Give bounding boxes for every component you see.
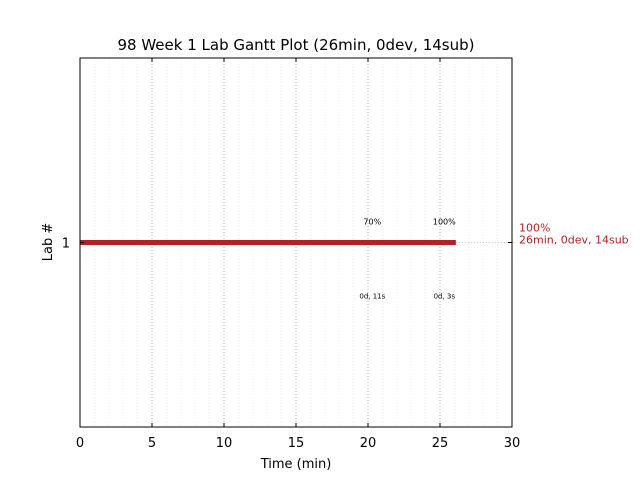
- x-tick-label: 0: [76, 436, 84, 451]
- x-tick-label: 10: [216, 436, 233, 451]
- end-label-percent: 100%: [519, 222, 550, 235]
- x-tick-label: 15: [288, 436, 305, 451]
- x-axis-ticks: 0 5 10 15 20 25 30: [76, 58, 520, 451]
- y-axis-ticks: 1: [62, 237, 512, 252]
- milestone-time-label: 0d, 3s: [434, 293, 456, 301]
- x-axis-label: Time (min): [260, 457, 332, 472]
- x-tick-label: 30: [504, 436, 521, 451]
- x-tick-label: 20: [360, 436, 377, 451]
- y-tick-label: 1: [62, 237, 70, 252]
- milestone-percent-label: 100%: [433, 218, 456, 227]
- bars: [80, 240, 516, 245]
- chart-title: 98 Week 1 Lab Gantt Plot (26min, 0dev, 1…: [117, 36, 474, 54]
- gantt-bar: [80, 240, 456, 245]
- y-axis-label: Lab #: [41, 223, 56, 262]
- milestone-percent-label: 70%: [363, 218, 381, 227]
- end-labels: 100%26min, 0dev, 14sub: [519, 222, 629, 247]
- milestones: 70% 0d, 11s 100% 0d, 3s: [359, 218, 456, 301]
- x-tick-label: 5: [148, 436, 156, 451]
- x-tick-label: 25: [432, 436, 449, 451]
- end-label-summary: 26min, 0dev, 14sub: [519, 234, 629, 247]
- milestone-time-label: 0d, 11s: [359, 293, 385, 301]
